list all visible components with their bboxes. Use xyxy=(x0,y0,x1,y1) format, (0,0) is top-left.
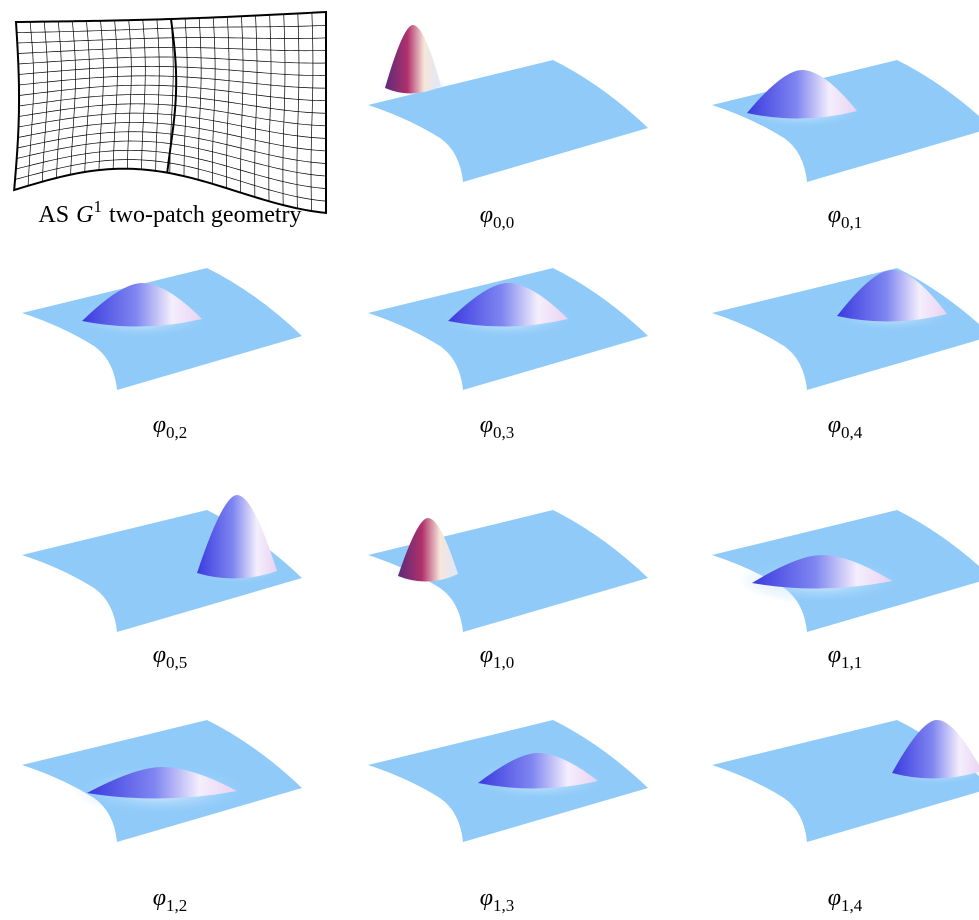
mesh-line xyxy=(84,21,90,173)
caption-symbol: φ xyxy=(828,412,841,438)
panel-caption: φ0,5 xyxy=(153,642,188,672)
mesh-line xyxy=(226,16,230,189)
surface-bump xyxy=(752,555,892,589)
panel-caption: φ0,2 xyxy=(153,412,188,442)
caption-subscript: 1,3 xyxy=(493,896,514,915)
surface-plot xyxy=(368,25,648,182)
surface-plot xyxy=(368,510,648,632)
panel-caption: φ1,3 xyxy=(480,885,515,915)
panel-caption: φ1,1 xyxy=(828,642,863,672)
caption-symbol: φ xyxy=(153,412,166,438)
caption-subscript: 1,1 xyxy=(841,653,862,672)
surface-plot xyxy=(368,720,648,842)
surface-bump xyxy=(385,25,441,94)
mesh-line xyxy=(197,17,202,180)
mesh-line xyxy=(17,122,327,152)
caption-subscript: 1,4 xyxy=(841,896,863,915)
caption-symbol: φ xyxy=(153,885,166,911)
mesh-line xyxy=(18,56,327,65)
surface-bump xyxy=(478,753,598,789)
panel-caption: φ0,4 xyxy=(828,412,863,442)
panel-caption: φ1,4 xyxy=(828,885,863,915)
surface-bump xyxy=(82,283,202,327)
caption-symbol: φ xyxy=(828,202,841,228)
geometry-caption: AS G1 two-patch geometry xyxy=(38,197,301,228)
geometry-mesh xyxy=(13,10,327,215)
caption-symbol: φ xyxy=(828,885,841,911)
surface-plot xyxy=(712,510,979,632)
caption-symbol: φ xyxy=(480,642,493,668)
caption-symbol: φ xyxy=(153,642,166,668)
mesh-line xyxy=(183,18,188,177)
surface-bump xyxy=(197,495,277,579)
caption-symbol: φ xyxy=(828,642,841,668)
surface-plot xyxy=(712,720,979,842)
surface-bump xyxy=(398,518,458,582)
mesh-line xyxy=(296,13,300,209)
mesh-line xyxy=(15,149,327,189)
caption-symbol: φ xyxy=(480,202,493,228)
caption-symbol: φ xyxy=(480,412,493,438)
mesh-line xyxy=(18,94,327,114)
mesh-line xyxy=(18,103,327,127)
caption-subscript: 1,0 xyxy=(493,653,514,672)
surface-plot xyxy=(712,60,979,182)
caption-subscript: 1,2 xyxy=(166,896,187,915)
panel-caption: φ1,2 xyxy=(153,885,188,915)
mesh-line xyxy=(14,159,327,202)
caption-subscript: 0,4 xyxy=(841,423,863,442)
surface-bump xyxy=(837,270,947,322)
surface-bump xyxy=(892,720,979,779)
mesh-line xyxy=(56,21,62,178)
caption-symbol: φ xyxy=(480,885,493,911)
mesh-line xyxy=(17,47,327,54)
panel-caption: φ0,3 xyxy=(480,412,515,442)
mesh-line xyxy=(98,20,104,171)
panel-caption: φ1,0 xyxy=(480,642,515,672)
surface-bump xyxy=(747,70,857,119)
surface-plot xyxy=(22,268,302,390)
panel-caption: φ0,1 xyxy=(828,202,863,232)
mesh-line xyxy=(310,12,314,212)
caption-subscript: 0,3 xyxy=(493,423,514,442)
caption-subscript: 0,2 xyxy=(166,423,187,442)
panel-caption: φ0,0 xyxy=(480,202,515,232)
mesh-line xyxy=(18,75,327,89)
surface-plot xyxy=(712,268,979,390)
mesh-boundary xyxy=(13,10,327,215)
patch-interface xyxy=(166,18,178,173)
mesh-line xyxy=(211,17,216,184)
mesh-line xyxy=(18,112,327,139)
mesh-line xyxy=(18,66,327,76)
caption-subscript: 0,5 xyxy=(166,653,187,672)
mesh-line xyxy=(70,21,76,175)
caption-subscript: 0,1 xyxy=(841,213,862,232)
surface-plot xyxy=(22,720,302,842)
mesh-line xyxy=(17,37,327,44)
surface-sheet xyxy=(712,268,979,390)
mesh-line xyxy=(41,21,48,182)
mesh-line xyxy=(18,84,327,102)
surface-bump xyxy=(448,283,568,327)
surface-plot xyxy=(22,495,302,632)
mesh-line xyxy=(282,14,286,206)
surface-plot xyxy=(368,268,648,390)
surface-bump xyxy=(87,767,237,799)
caption-subscript: 0,0 xyxy=(493,213,514,232)
